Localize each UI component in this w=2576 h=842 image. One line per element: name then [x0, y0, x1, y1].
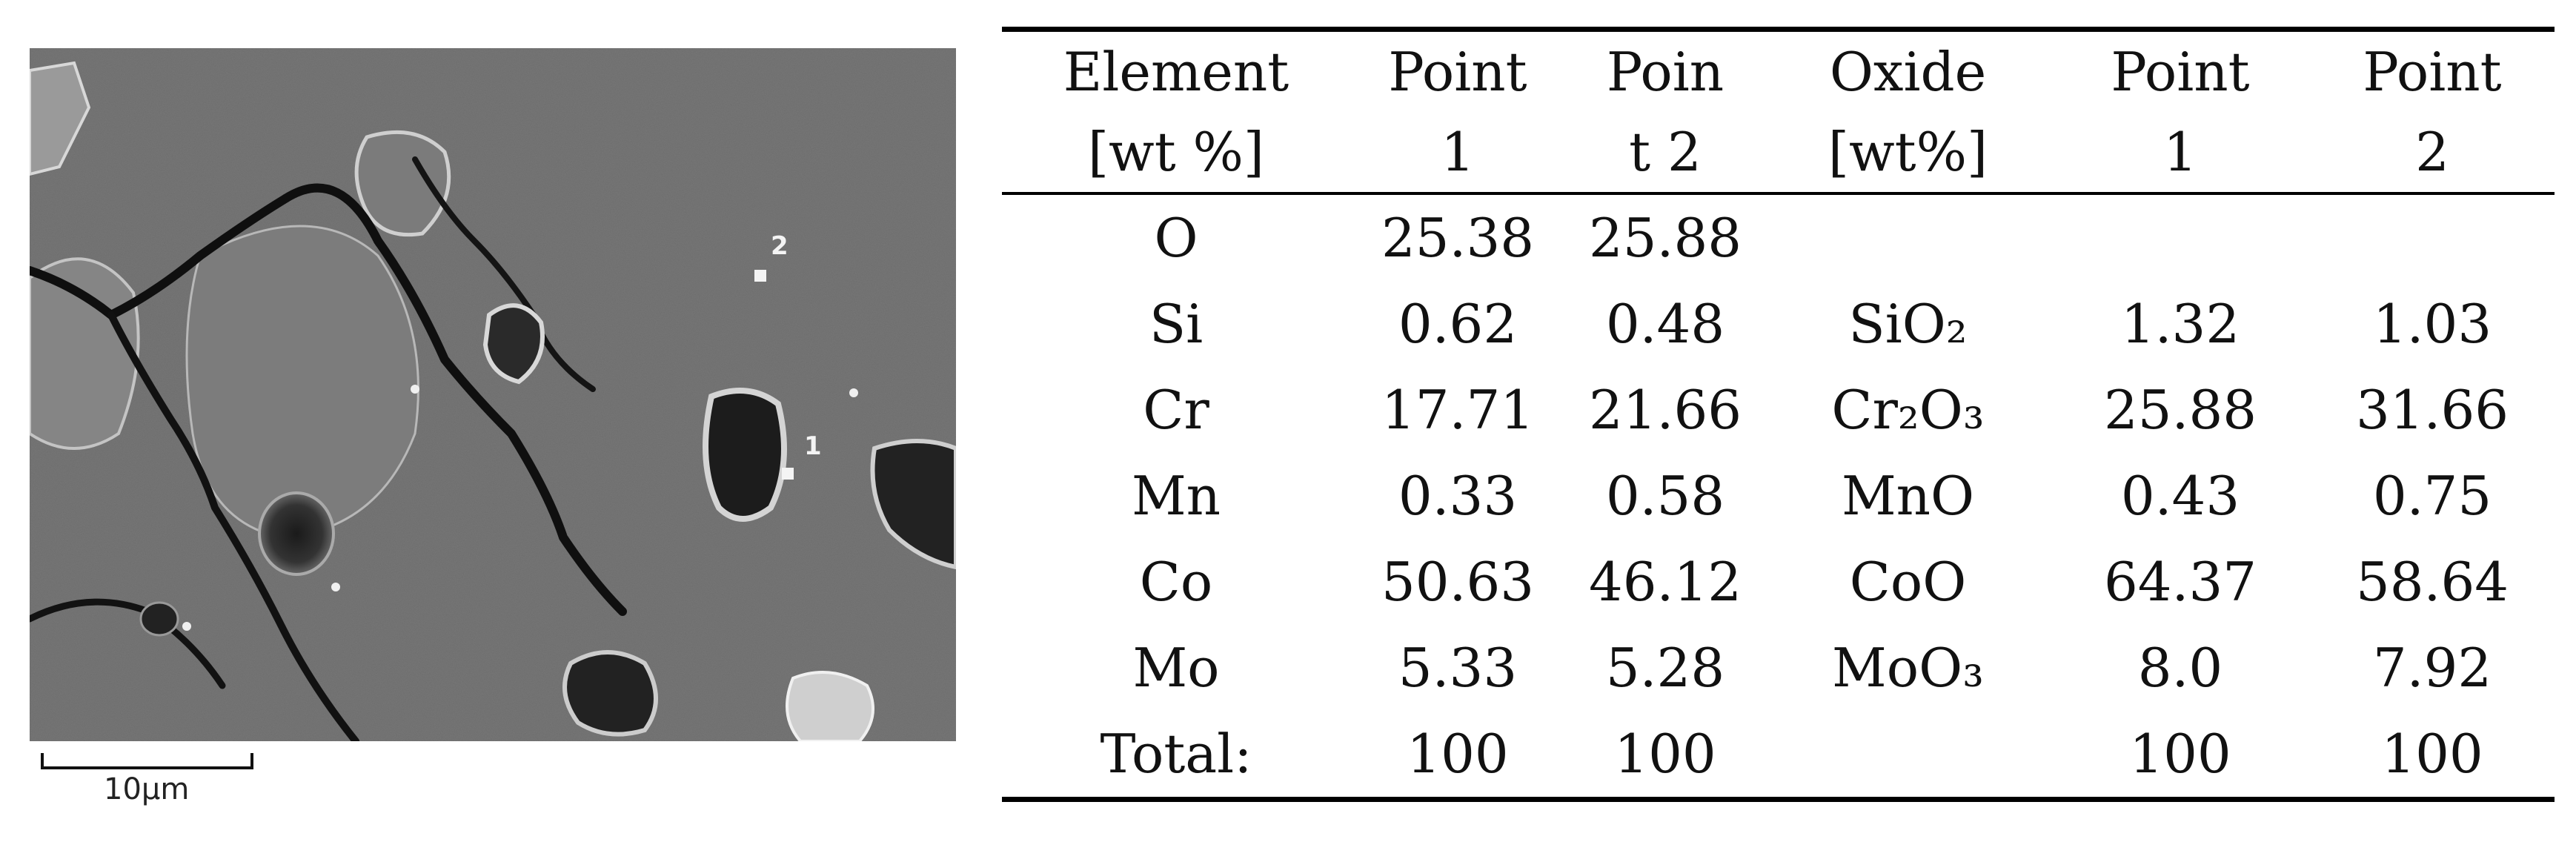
value-cell	[2051, 193, 2310, 281]
sem-micrograph: 2 1	[30, 48, 956, 741]
value-cell: 17.71	[1381, 379, 1535, 441]
header-cell: Element	[1002, 27, 1350, 112]
value-cell: 46.12	[1588, 551, 1742, 613]
header-cell: Point	[2310, 27, 2555, 112]
value-cell: 5.33	[1398, 637, 1518, 699]
grain-left	[30, 257, 140, 450]
value-cell: 0.43	[2120, 465, 2240, 527]
total-label-cell: Total:	[1002, 711, 1350, 802]
element-cell: Si	[1149, 293, 1204, 355]
bright-particle-bottom-right	[786, 671, 874, 741]
header-row-2: [wt %] 1 t 2 [wt%] 1 2	[1002, 112, 2555, 195]
analysis-point-2-marker	[754, 270, 766, 282]
analysis-point-1-marker	[782, 468, 794, 480]
oxide-cell: SiO₂	[1848, 293, 1968, 355]
table-row: O 25.38 25.88	[1002, 193, 2555, 281]
large-grain-center	[185, 225, 419, 539]
header-cell: Poin	[1565, 27, 1765, 112]
value-cell: 1.32	[2120, 293, 2240, 355]
value-cell: 100	[2310, 711, 2555, 802]
table-row: Co 50.63 46.12 CoO 64.37 58.64	[1002, 539, 2555, 625]
scale-bar: 10µm	[41, 747, 263, 806]
header-cell: Oxide	[1765, 27, 2051, 112]
surface-texture	[30, 48, 956, 741]
value-cell: 64.37	[2103, 551, 2257, 613]
value-cell: 0.75	[2372, 465, 2492, 527]
header-cell: t 2	[1565, 112, 1765, 195]
void-right-edge	[870, 439, 956, 570]
pore-dark-2	[139, 601, 179, 637]
element-cell: Cr	[1143, 379, 1209, 441]
header-cell: [wt %]	[1002, 112, 1350, 195]
header-cell: 2	[2310, 112, 2555, 195]
value-cell: 5.28	[1605, 637, 1725, 699]
table-row: Mo 5.33 5.28 MoO₃ 8.0 7.92	[1002, 625, 2555, 711]
scale-bar-line	[41, 753, 253, 769]
grain-boundary-crack-2	[107, 311, 359, 741]
element-cell: O	[1154, 207, 1198, 269]
table-row: Cr 17.71 21.66 Cr₂O₃ 25.88 31.66	[1002, 367, 2555, 453]
table-row: Si 0.62 0.48 SiO₂ 1.32 1.03	[1002, 281, 2555, 367]
oxide-cell: MnO	[1841, 465, 1975, 527]
sem-image: 2 1	[30, 48, 956, 741]
value-cell: 25.88	[2103, 379, 2257, 441]
oxide-cell: CoO	[1849, 551, 1967, 613]
element-cell: Mn	[1131, 465, 1221, 527]
grain-boundary-crack-3	[412, 156, 596, 392]
pore-bottom	[562, 650, 658, 737]
bright-particle-top-left	[30, 61, 91, 176]
value-cell: 1.03	[2372, 293, 2492, 355]
header-cell: Point	[2051, 27, 2310, 112]
value-cell	[2310, 193, 2555, 281]
analysis-point-1-label: 1	[804, 431, 822, 461]
value-cell: 50.63	[1381, 551, 1535, 613]
value-cell: 8.0	[2137, 637, 2223, 699]
grain-boundary-crack-1	[30, 183, 627, 616]
header-cell: 1	[2051, 112, 2310, 195]
pore-dark-1	[258, 491, 335, 576]
scale-bar-label: 10µm	[104, 772, 190, 806]
analysis-point-2-label: 2	[771, 231, 789, 261]
value-cell: 25.88	[1588, 207, 1742, 269]
value-cell: 0.33	[1398, 465, 1518, 527]
oxide-cell	[1765, 711, 2051, 802]
header-cell: Point	[1350, 27, 1565, 112]
header-row-1: Element Point Poin Oxide Point Point	[1002, 27, 2555, 112]
bright-speck	[411, 385, 419, 394]
composition-table: Element Point Poin Oxide Point Point [wt…	[1002, 27, 2555, 802]
pore-around-point-1	[703, 388, 787, 522]
value-cell: 58.64	[2355, 551, 2509, 613]
value-cell: 0.62	[1398, 293, 1518, 355]
table-row: Mn 0.33 0.58 MnO 0.43 0.75	[1002, 453, 2555, 539]
header-cell: 1	[1350, 112, 1565, 195]
oxide-cell: Cr₂O₃	[1831, 379, 1985, 441]
bright-speck	[849, 388, 858, 397]
bright-speck	[331, 583, 340, 591]
value-cell: 25.38	[1381, 207, 1535, 269]
table-row-total: Total: 100 100 100 100	[1002, 711, 2555, 802]
value-cell: 7.92	[2372, 637, 2492, 699]
value-cell: 100	[2051, 711, 2310, 802]
element-cell: Co	[1139, 551, 1213, 613]
value-cell: 21.66	[1588, 379, 1742, 441]
bright-speck	[182, 622, 191, 631]
value-cell: 31.66	[2355, 379, 2509, 441]
header-cell: [wt%]	[1765, 112, 2051, 195]
value-cell: 0.58	[1605, 465, 1725, 527]
oxide-cell: MoO₃	[1832, 637, 1984, 699]
value-cell: 0.48	[1605, 293, 1725, 355]
value-cell: 100	[1565, 711, 1765, 802]
grain-top-center	[354, 130, 451, 237]
eds-results-table: Element Point Poin Oxide Point Point [wt…	[1002, 27, 2555, 802]
element-cell: Mo	[1132, 637, 1220, 699]
value-cell: 100	[1350, 711, 1565, 802]
oxide-cell	[1765, 193, 2051, 281]
pore-small-center	[482, 303, 545, 385]
